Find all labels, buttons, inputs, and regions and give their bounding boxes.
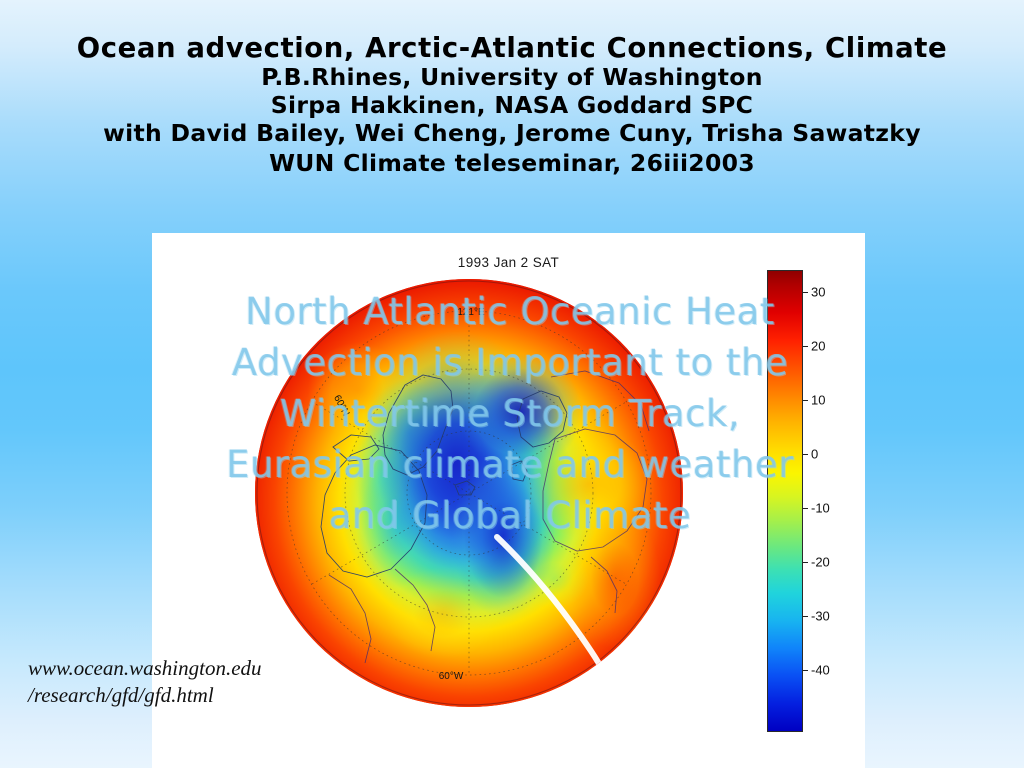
latitude-circle-75n [406, 430, 532, 556]
coastline-iceland [454, 480, 476, 496]
colorbar-tick-minus20 [803, 562, 808, 563]
colorbar-label-minus10: -10 [811, 500, 830, 516]
coastline-north-america [320, 444, 428, 578]
coastline-siberia [550, 370, 650, 432]
website-url[interactable]: www.ocean.washington.edu /research/gfd/g… [28, 655, 262, 709]
globe-heatmap: 121°E 60°N 60°W [255, 279, 683, 707]
slide-venue: WUN Climate teleseminar, 26iii2003 [269, 148, 755, 177]
coastline-far-east [590, 556, 618, 614]
coastline-british-isles [510, 460, 528, 482]
colorbar-tick-10 [803, 400, 808, 401]
figure-title: 1993 Jan 2 SAT [457, 255, 560, 270]
colorbar: 30 20 10 0 -10 -20 -30 -40 [767, 270, 859, 732]
colorbar-tick-minus30 [803, 616, 808, 617]
colorbar-label-10: 10 [811, 392, 826, 408]
colorbar-tick-20 [803, 346, 808, 347]
figure-panel: 1993 Jan 2 SAT [152, 233, 865, 768]
coastline-usa-east [394, 568, 436, 652]
slide-author: P.B.Rhines, University of Washington [261, 63, 763, 92]
colorbar-label-minus20: -20 [811, 554, 830, 570]
colorbar-tick-minus10 [803, 508, 808, 509]
slide-header: Ocean advection, Arctic-Atlantic Connect… [0, 32, 1024, 177]
slide-title: Ocean advection, Arctic-Atlantic Connect… [76, 32, 948, 64]
colorbar-gradient [767, 270, 803, 732]
globe-overlay-vector: 121°E 60°N 60°W [256, 280, 682, 706]
coastline-southwest-land [328, 574, 372, 664]
latitude-circle-60n [344, 368, 594, 618]
coastline-greenland [382, 374, 454, 476]
colorbar-tick-minus40 [803, 670, 808, 671]
latitude-circle-45n [286, 310, 652, 676]
coastline-eurasia [542, 428, 648, 552]
satellite-swath [494, 534, 616, 696]
globe-disk: 121°E 60°N 60°W [255, 279, 683, 707]
colorbar-label-30: 30 [811, 284, 826, 300]
map-label-lon-top: 121°E [457, 307, 485, 318]
meridian-60 [311, 401, 627, 585]
colorbar-label-0: 0 [811, 446, 819, 462]
colorbar-label-20: 20 [811, 338, 826, 354]
url-line-1: www.ocean.washington.edu [28, 656, 262, 680]
slide-affiliation: Sirpa Hakkinen, NASA Goddard SPC [270, 91, 754, 120]
globe-limb [256, 280, 682, 706]
colorbar-label-minus40: -40 [811, 662, 830, 678]
map-label-lon-bottom: 60°W [439, 671, 464, 682]
coastline-scandinavia [516, 390, 568, 448]
colorbar-label-minus30: -30 [811, 608, 830, 624]
coastline-alaska [332, 434, 380, 462]
colorbar-tick-0 [803, 454, 808, 455]
slide-collaborators: with David Bailey, Wei Cheng, Jerome Cun… [103, 118, 921, 147]
colorbar-tick-30 [803, 292, 808, 293]
url-line-2: /research/gfd/gfd.html [28, 683, 214, 707]
